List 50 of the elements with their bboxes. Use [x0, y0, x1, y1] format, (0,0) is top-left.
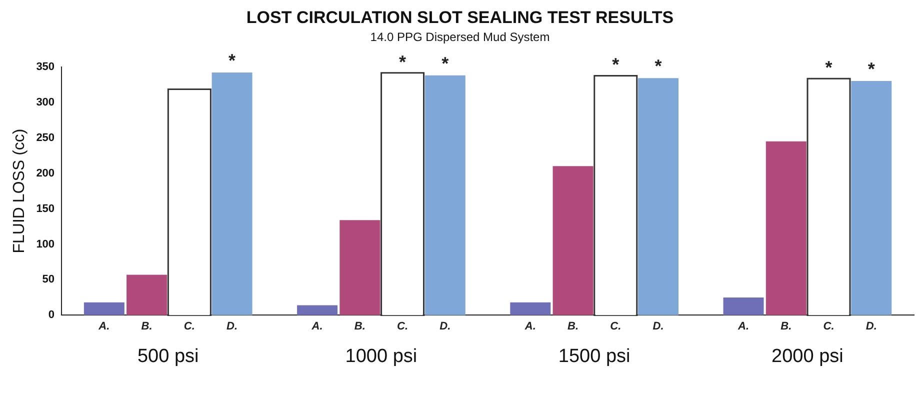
y-tick-label: 150	[36, 202, 55, 215]
bar	[510, 302, 551, 316]
y-tick-label: 200	[36, 167, 55, 180]
bar	[851, 80, 892, 316]
text: B.	[354, 320, 366, 333]
data-label: *	[399, 52, 406, 72]
bar	[340, 220, 380, 316]
y-tick-label: 350	[36, 60, 55, 73]
data-label: *	[868, 58, 875, 79]
series-label: B.	[141, 320, 152, 333]
series-label: D.	[226, 320, 238, 333]
text: C.	[610, 320, 622, 333]
text: D.	[866, 320, 877, 333]
x-tick-label: 2000 psi	[772, 346, 844, 367]
text: D.	[440, 320, 451, 333]
x-tick-label: 1500 psi	[558, 346, 630, 367]
text: A.	[312, 320, 323, 333]
y-axis-title: FLUID LOSS (cc)	[11, 128, 28, 254]
bar	[638, 78, 679, 316]
data-label: *	[612, 54, 620, 75]
data-label: *	[442, 53, 449, 74]
bar	[766, 141, 806, 316]
bar	[297, 305, 338, 316]
bar	[126, 274, 168, 316]
bar	[84, 302, 124, 316]
chart-subtitle: 14.0 PPG Dispersed Mud System	[370, 30, 550, 44]
text: B.	[568, 320, 579, 333]
text: D.	[652, 320, 664, 333]
y-tick-label: 0	[48, 309, 55, 322]
text: A.	[738, 320, 750, 333]
y-tick-label: 250	[36, 132, 55, 144]
data-label: *	[825, 58, 832, 78]
text: B.	[780, 320, 792, 333]
chart-title: LOST CIRCULATION SLOT SEALING TEST RESULTS	[246, 8, 674, 27]
data-label: *	[654, 56, 662, 76]
x-tick-label: 1000 psi	[345, 346, 418, 367]
text: C.	[397, 320, 408, 333]
bar	[552, 166, 594, 316]
y-tick-label: 50	[42, 274, 55, 286]
x-tick-label: 500 psi	[137, 346, 199, 367]
y-tick-label: 300	[36, 96, 55, 108]
y-tick-label: 100	[36, 238, 55, 250]
bar	[723, 297, 764, 316]
text: C.	[823, 320, 834, 333]
series-label: A.	[98, 320, 110, 333]
bar	[424, 75, 466, 316]
bar	[212, 72, 252, 316]
data-label: *	[228, 50, 236, 70]
series-label: C.	[184, 320, 195, 333]
text: A.	[524, 320, 536, 333]
